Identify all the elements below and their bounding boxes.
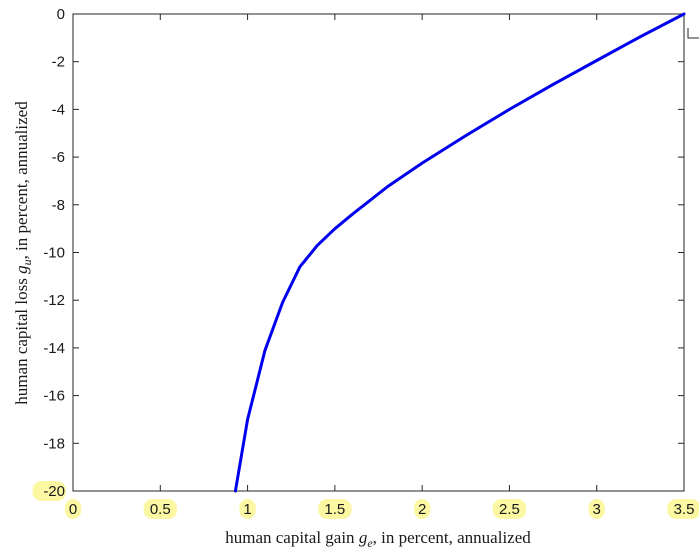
x-tick-label: 2.5 bbox=[499, 501, 520, 518]
y-tick-highlight bbox=[32, 481, 66, 501]
corner-marker bbox=[687, 28, 699, 39]
x-tick-label: 3.5 bbox=[674, 501, 695, 518]
y-tick-label: -4 bbox=[52, 101, 65, 118]
tick-highlights bbox=[32, 481, 699, 519]
series-line bbox=[233, 12, 686, 493]
x-tick-highlight bbox=[588, 499, 605, 519]
x-tick-label: 1.5 bbox=[324, 501, 345, 518]
x-tick-highlight bbox=[413, 499, 431, 519]
plot-area bbox=[72, 13, 685, 492]
x-tick-highlight bbox=[667, 499, 699, 519]
x-tick-label: 0.5 bbox=[150, 501, 171, 518]
y-tick-label: -2 bbox=[52, 54, 65, 71]
x-tick-highlight bbox=[64, 499, 82, 519]
x-tick-label: 3 bbox=[593, 501, 601, 518]
tick-labels: 0 0.5 1 1.5 2 2.5 3 3.5 0 -2 -4 -6 -8 -10 -12 -14 -16 -18… bbox=[43, 6, 694, 518]
x-tick-highlight bbox=[318, 499, 352, 519]
series-layer bbox=[233, 12, 686, 493]
x-tick-label: 1 bbox=[243, 501, 251, 518]
x-tick-highlight bbox=[143, 499, 178, 519]
y-tick-label: 0 bbox=[57, 6, 65, 23]
x-tick-label: 0 bbox=[69, 501, 77, 518]
axis-ticks bbox=[72, 13, 685, 492]
x-axis-title: human capital gain ge, in percent, annua… bbox=[225, 528, 531, 550]
y-tick-label: -6 bbox=[52, 149, 65, 166]
x-tick-highlight bbox=[239, 499, 256, 519]
y-tick-label: -14 bbox=[43, 340, 65, 357]
y-tick-label: -8 bbox=[52, 197, 65, 214]
y-axis-title: human capital loss gu, in percent, annua… bbox=[12, 101, 34, 405]
y-tick-label: -18 bbox=[43, 435, 65, 452]
x-tick-highlight bbox=[492, 499, 527, 519]
y-tick-label: -16 bbox=[43, 388, 65, 405]
y-tick-label: -20 bbox=[43, 483, 65, 500]
y-tick-label: -12 bbox=[43, 292, 65, 309]
y-tick-label: -10 bbox=[43, 245, 65, 262]
x-tick-label: 2 bbox=[418, 501, 426, 518]
